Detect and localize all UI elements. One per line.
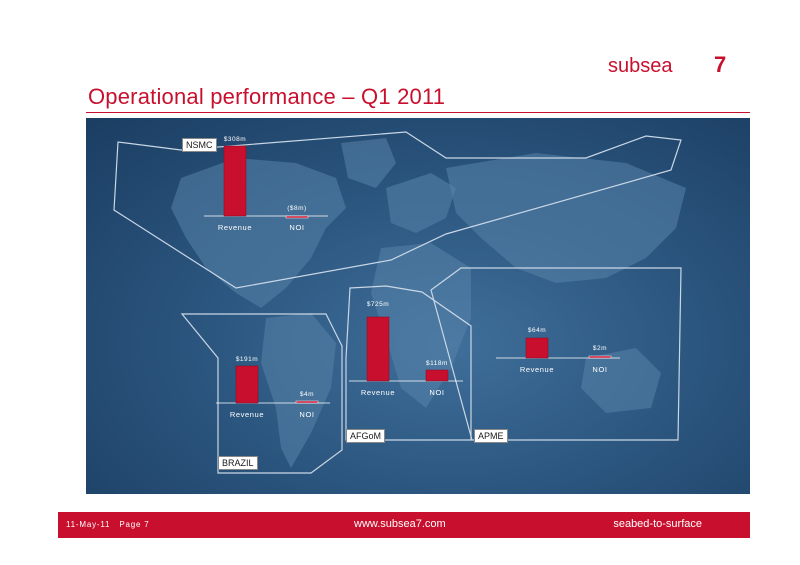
brazil-noi-value: $4m: [300, 391, 314, 398]
apme-noi-value: $2m: [593, 345, 607, 352]
world-map-panel: $308m ($8m) Revenue NOI $725m $118m Reve…: [86, 118, 750, 494]
nsmc-revenue-bar: [223, 145, 247, 217]
footer-date-page: 11-May-11 Page 7: [66, 520, 150, 529]
afgom-noi-category: NOI: [429, 388, 444, 397]
nsmc-noi-category: NOI: [289, 223, 304, 232]
apme-noi-bar: [588, 355, 612, 359]
africa-shape: [371, 243, 471, 408]
europe-shape: [386, 173, 456, 233]
chart-brazil: $191m $4m Revenue NOI: [216, 356, 330, 419]
afgom-noi-value: $118m: [426, 360, 448, 367]
brazil-revenue-value: $191m: [236, 356, 258, 363]
title-divider: [86, 112, 750, 113]
slide-title: Operational performance – Q1 2011: [88, 84, 446, 109]
region-label-afgom: AFGoM: [346, 429, 386, 443]
north-america-shape: [171, 158, 346, 308]
nsmc-revenue-category: Revenue: [218, 223, 252, 232]
chart-nsmc: $308m ($8m) Revenue NOI: [204, 136, 328, 232]
nsmc-region-outline: [113, 131, 682, 289]
apme-noi-category: NOI: [592, 365, 607, 374]
apme-revenue-value: $64m: [528, 327, 546, 334]
afgom-revenue-category: Revenue: [361, 388, 395, 397]
region-label-brazil: BRAZIL: [218, 456, 258, 470]
region-label-apme: APME: [474, 429, 508, 443]
footer-bar: 11-May-11 Page 7 www.subsea7.com seabed-…: [58, 512, 750, 538]
afgom-region-outline: [345, 285, 472, 441]
footer-tagline: seabed-to-surface: [613, 518, 702, 530]
logo-wordmark: subsea: [608, 55, 673, 77]
apme-revenue-bar: [525, 337, 549, 359]
logo-mark: 7: [714, 52, 726, 77]
nsmc-revenue-value: $308m: [224, 136, 246, 143]
apme-revenue-category: Revenue: [520, 365, 554, 374]
brazil-noi-bar: [295, 400, 319, 404]
footer-date: 11-May-11: [66, 520, 111, 529]
afgom-revenue-bar: [366, 316, 390, 382]
asia-shape: [446, 153, 686, 283]
south-america-shape: [261, 313, 336, 468]
afgom-noi-bar: [425, 369, 449, 382]
region-label-nsmc: NSMC: [182, 138, 217, 152]
afgom-revenue-value: $725m: [367, 301, 389, 308]
greenland-shape: [341, 138, 396, 188]
brazil-revenue-bar: [235, 365, 259, 404]
chart-afgom: $725m $118m Revenue NOI: [349, 301, 463, 397]
subsea7-logo: subsea 7: [608, 52, 726, 77]
chart-apme: $64m $2m Revenue NOI: [496, 327, 620, 374]
brazil-noi-category: NOI: [299, 410, 314, 419]
brazil-revenue-category: Revenue: [230, 410, 264, 419]
nsmc-noi-value: ($8m): [287, 205, 306, 212]
footer-website[interactable]: www.subsea7.com: [354, 518, 446, 530]
australia-shape: [581, 348, 661, 413]
footer-page: Page 7: [119, 520, 150, 529]
apme-region-outline: [430, 267, 682, 441]
brazil-region-outline: [180, 313, 343, 474]
world-map: $308m ($8m) Revenue NOI $725m $118m Reve…: [113, 131, 686, 474]
nsmc-noi-bar: [285, 215, 309, 219]
